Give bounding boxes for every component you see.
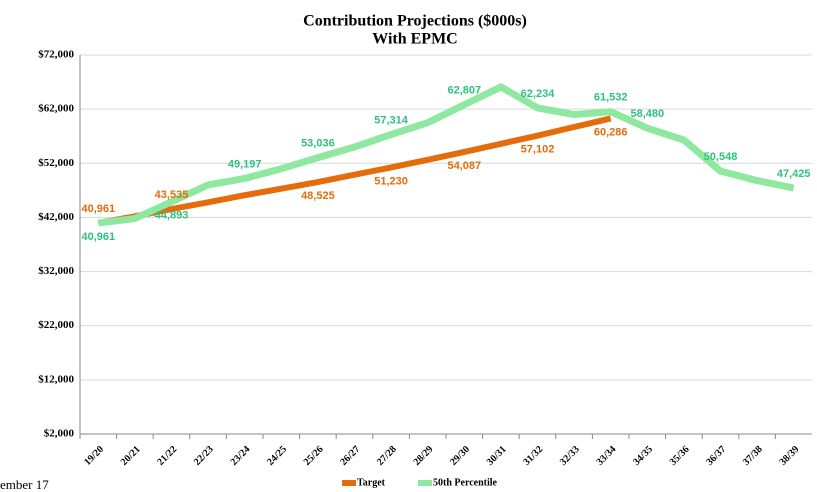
legend-label: 50th Percentile	[433, 477, 498, 488]
x-tick-label: 20/21	[119, 444, 143, 468]
x-tick-label: 21/22	[155, 444, 179, 468]
y-tick-label: $62,000	[38, 103, 74, 115]
x-tick-label: 19/20	[82, 444, 106, 468]
x-tick-label: 29/30	[448, 444, 472, 468]
data-label: 54,087	[447, 160, 481, 172]
data-label: 47,425	[777, 168, 811, 180]
data-label: 44,893	[155, 210, 189, 222]
x-tick-label: 30/31	[485, 444, 509, 468]
x-tick-label: 24/25	[265, 444, 289, 468]
x-tick-label: 26/27	[338, 444, 362, 468]
series-line	[97, 115, 612, 227]
x-tick-label: 27/28	[375, 444, 399, 468]
series-line	[97, 83, 795, 227]
x-tick-label: 34/35	[631, 444, 655, 468]
data-label: 50,548	[704, 151, 738, 163]
y-tick-label: $32,000	[38, 265, 74, 277]
x-tick-label: 28/29	[412, 444, 436, 468]
x-tick-label: 36/37	[704, 444, 728, 468]
y-tick-label: $52,000	[38, 157, 74, 169]
x-tick-label: 22/23	[192, 444, 216, 468]
x-tick-label: 31/32	[521, 444, 545, 468]
data-label: 48,525	[301, 190, 335, 202]
footer: ember 17	[0, 477, 49, 492]
x-tick-label: 32/33	[558, 444, 582, 468]
data-label: 43,535	[155, 189, 189, 201]
x-tick-label: 23/24	[229, 444, 253, 468]
x-tick-label: 38/39	[778, 444, 802, 468]
legend-label: Target	[357, 477, 386, 488]
chart-subtitle: With EPMC	[372, 31, 457, 48]
legend-swatch	[342, 480, 356, 486]
data-label: 62,807	[447, 85, 481, 97]
x-tick-label: 35/36	[668, 444, 692, 468]
chart-title: Contribution Projections ($000s)	[303, 13, 527, 30]
data-label: 61,532	[594, 92, 628, 104]
legend-swatch	[418, 480, 432, 486]
y-tick-label: $2,000	[44, 428, 75, 440]
data-label: 49,197	[228, 158, 262, 170]
y-tick-label: $22,000	[38, 319, 74, 331]
x-tick-label: 33/34	[595, 444, 619, 468]
x-tick-label: 37/38	[741, 444, 765, 468]
data-label: 40,961	[81, 231, 115, 243]
data-label: 58,480	[630, 108, 664, 120]
data-label: 60,286	[594, 126, 628, 138]
data-label: 57,102	[521, 144, 555, 156]
data-label: 62,234	[521, 88, 556, 100]
data-label: 51,230	[374, 175, 408, 187]
y-tick-label: $42,000	[38, 211, 74, 223]
data-label: 40,961	[81, 203, 115, 215]
data-label: 53,036	[301, 138, 335, 150]
data-label: 57,314	[374, 114, 409, 126]
y-tick-label: $12,000	[38, 373, 74, 385]
x-tick-label: 25/26	[302, 444, 326, 468]
y-tick-label: $72,000	[38, 49, 74, 61]
